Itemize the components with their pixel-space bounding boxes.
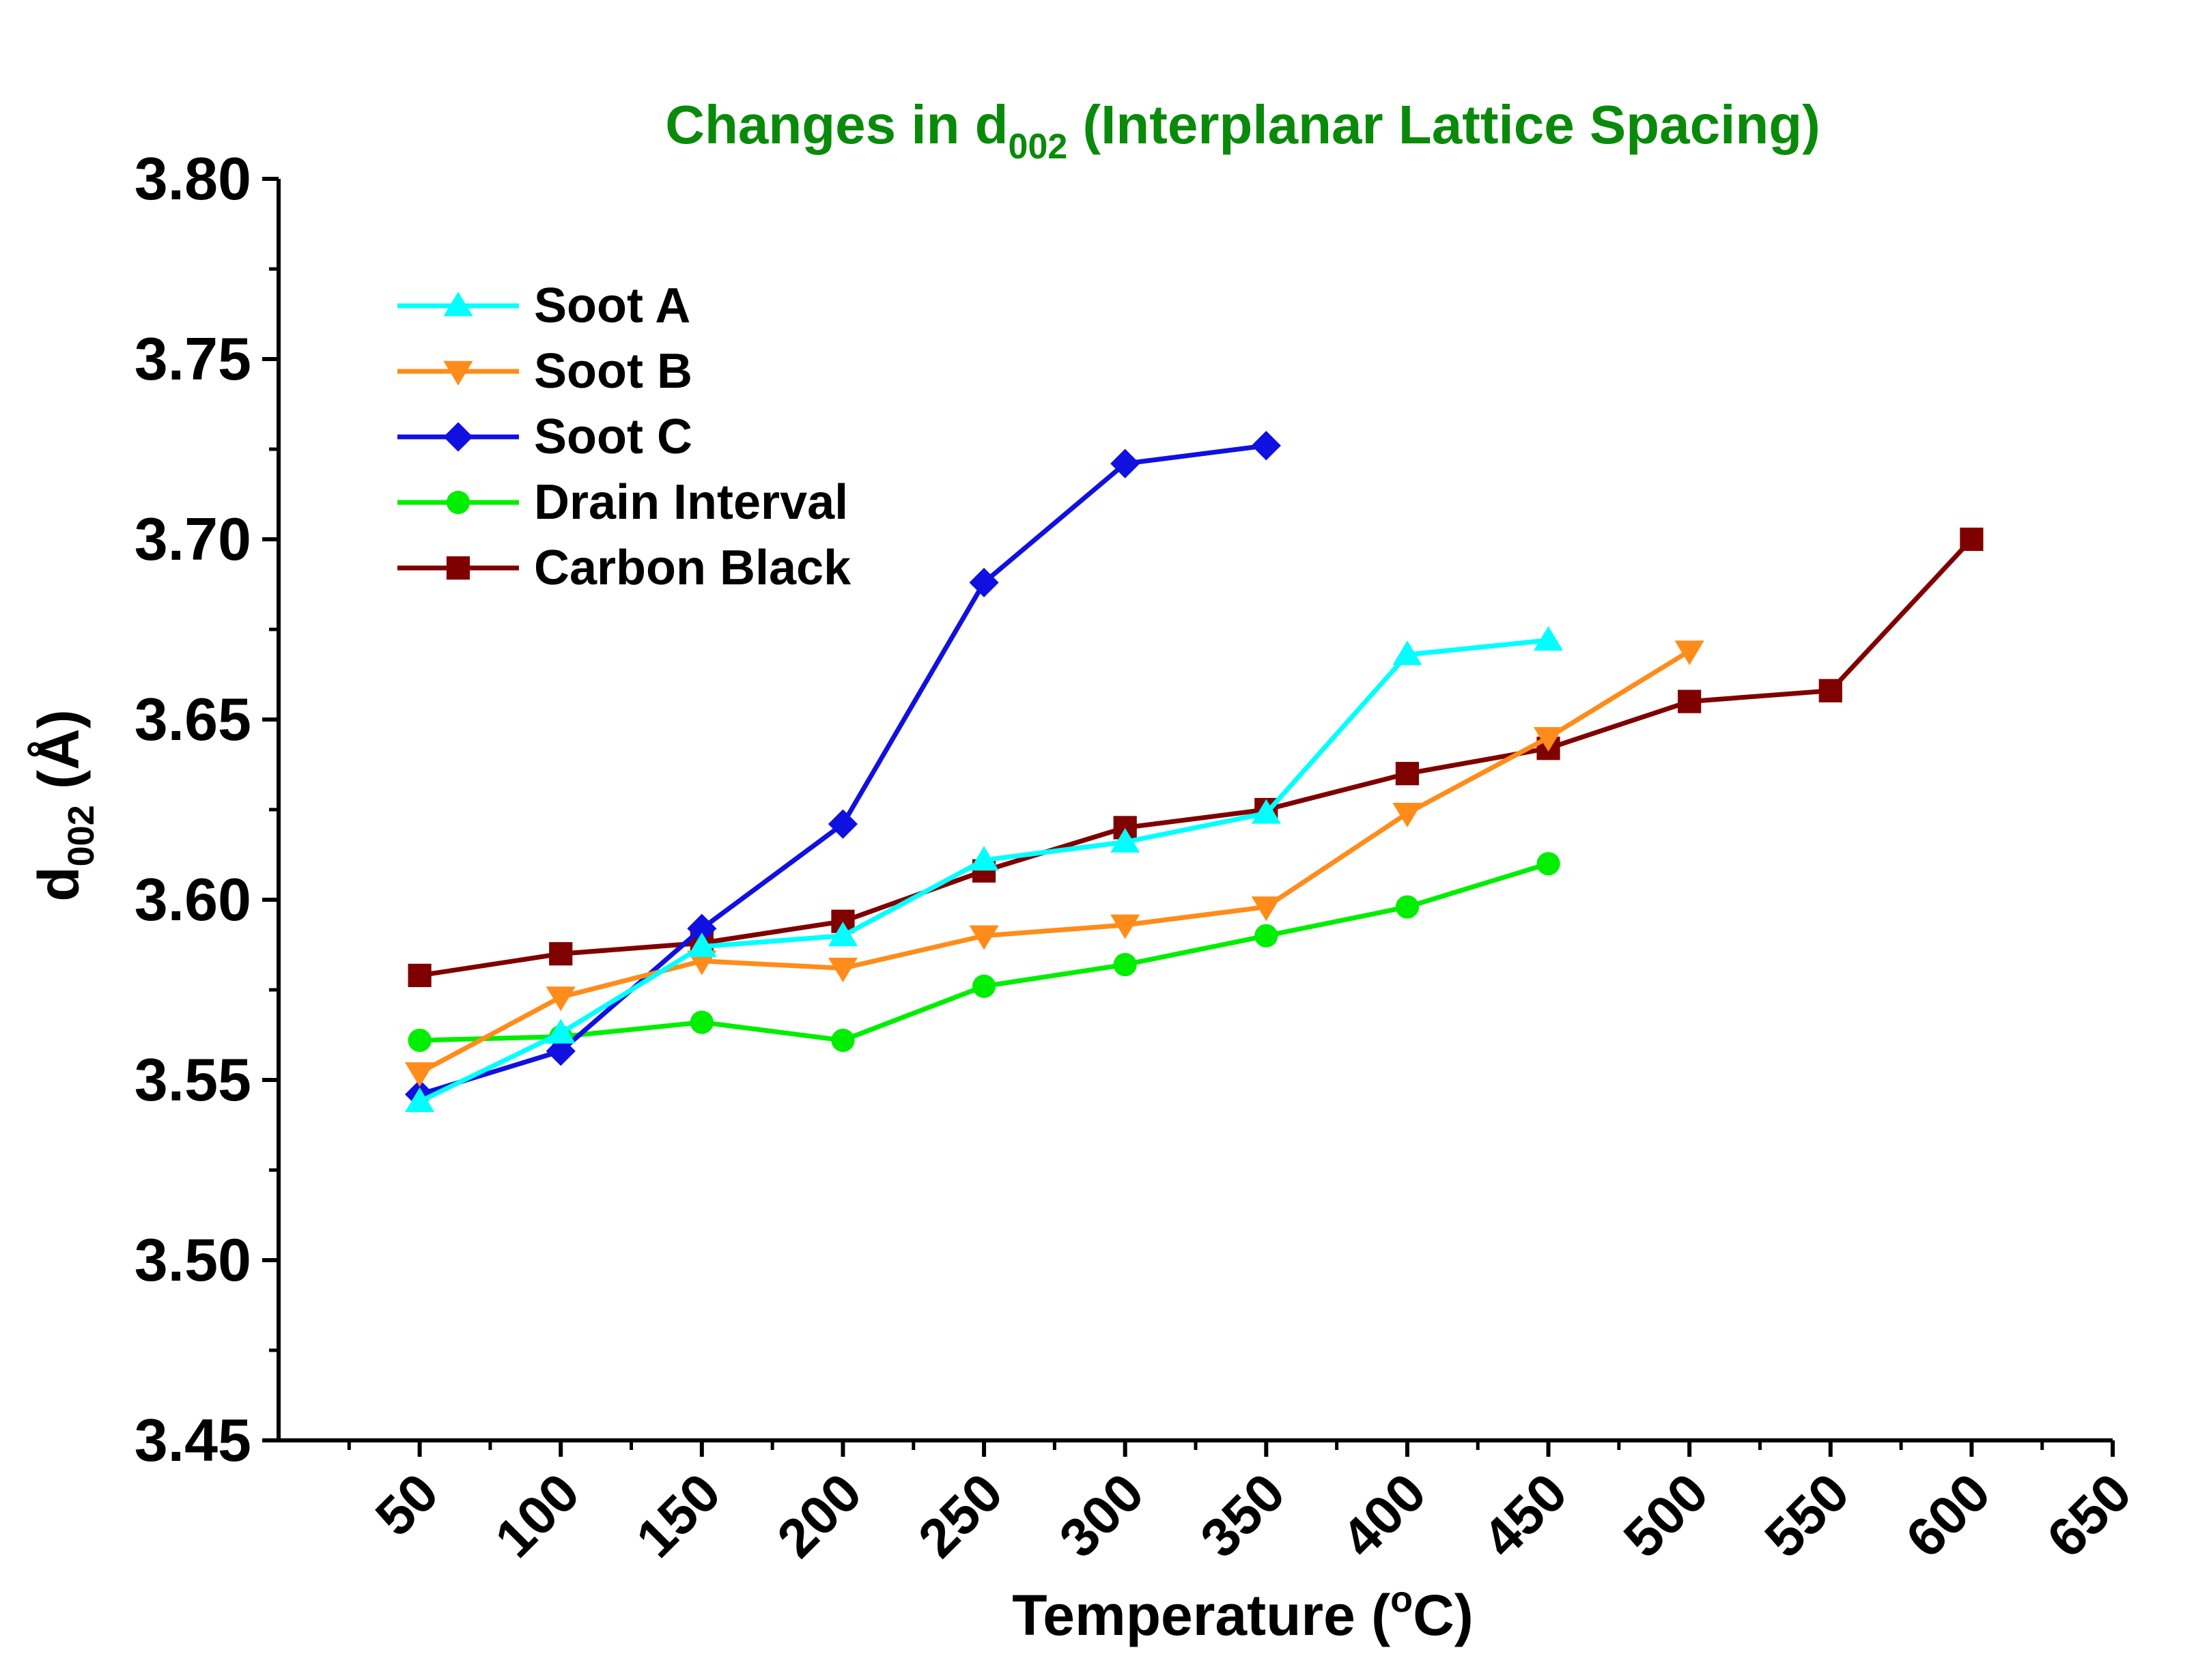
data-point-soot-a (1251, 799, 1281, 824)
x-tick-label: 50 (364, 1462, 450, 1548)
legend-swatch-marker (446, 556, 470, 580)
axes (262, 177, 2115, 1457)
y-tick-label: 3.70 (135, 505, 251, 573)
x-tick-label: 200 (765, 1462, 873, 1569)
legend-item-carbon-black: Carbon Black (397, 541, 851, 595)
data-point-soot-c (1251, 431, 1281, 461)
series-line-carbon-black (419, 537, 1973, 978)
data-point-soot-b (1110, 914, 1140, 939)
data-point-soot-a (687, 932, 717, 957)
data-point-drain-interval (1113, 952, 1137, 977)
series-soot-b (405, 640, 1704, 1087)
legend-label: Soot C (534, 410, 692, 464)
legend-swatch-marker (443, 360, 473, 386)
data-point-soot-c (1110, 449, 1140, 479)
legend-label: Soot A (534, 279, 690, 333)
data-point-soot-c (687, 913, 717, 943)
x-tick-label: 550 (1753, 1462, 1860, 1569)
data-point-carbon-black (1818, 679, 1842, 702)
data-point-soot-b (405, 1062, 435, 1087)
x-axis-title-prefix: Temperature ( (1012, 1583, 1390, 1647)
data-point-soot-b (1674, 640, 1704, 666)
series-soot-c (405, 431, 1281, 1109)
x-tick-labels: 50 100 150 200 250 300 350 400 450 500 550 600 650 (364, 1462, 2143, 1569)
data-point-soot-b (546, 986, 576, 1012)
x-tick-label: 650 (2036, 1462, 2143, 1569)
data-point-soot-a (828, 922, 858, 947)
x-tick-label: 600 (1894, 1462, 2001, 1569)
y-tick-label: 3.45 (135, 1406, 251, 1474)
x-tick-label: 350 (1189, 1462, 1296, 1569)
x-axis-title: Temperature (oC) (1012, 1579, 1474, 1647)
legend-item-soot-a: Soot A (397, 279, 690, 333)
data-point-drain-interval (1395, 895, 1420, 919)
data-point-drain-interval (690, 1010, 714, 1034)
legend-label: Soot B (534, 344, 692, 399)
y-tick-label: 3.80 (135, 145, 251, 212)
x-tick-label: 400 (1330, 1462, 1437, 1569)
x-tick-label: 450 (1471, 1462, 1578, 1569)
series-layer (405, 431, 1984, 1112)
legend-item-soot-c: Soot C (397, 410, 692, 464)
data-point-soot-c (546, 1036, 576, 1066)
data-point-soot-c (828, 809, 858, 839)
legend-label: Carbon Black (534, 541, 851, 595)
x-axis-title-suffix: C) (1413, 1583, 1474, 1647)
data-point-carbon-black (549, 942, 573, 966)
x-tick-label: 100 (483, 1462, 591, 1569)
series-soot-a (405, 626, 1564, 1112)
data-point-soot-b (1251, 896, 1281, 922)
legend: Soot A Soot B Soot C Drain Interval Carbon B… (397, 279, 851, 595)
data-point-drain-interval (1254, 924, 1278, 948)
y-tick-label: 3.50 (135, 1226, 251, 1294)
x-tick-label: 500 (1612, 1462, 1719, 1569)
y-tick-label: 3.75 (135, 325, 251, 393)
data-point-soot-a (1533, 626, 1564, 651)
data-point-carbon-black (408, 963, 432, 987)
y-tick-label: 3.60 (135, 866, 251, 933)
y-tick-label: 3.65 (135, 685, 251, 753)
chart-title: Changes in d002 (Interplanar Lattice Spa… (665, 94, 1820, 167)
data-point-soot-c (969, 567, 999, 597)
x-tick-label: 150 (625, 1462, 732, 1569)
data-point-carbon-black (1678, 689, 1702, 713)
series-line-soot-b (418, 649, 1691, 1075)
legend-item-drain-interval: Drain Interval (397, 475, 848, 530)
x-tick-label: 300 (1047, 1462, 1155, 1569)
chart-title-subscript: 002 (1009, 127, 1068, 167)
data-point-soot-a (405, 1087, 435, 1112)
y-axis-title-subscript: 002 (61, 805, 102, 866)
chart-title-prefix: Changes in d (665, 94, 1008, 155)
data-point-carbon-black (1395, 762, 1420, 786)
legend-label: Drain Interval (534, 475, 848, 530)
data-point-soot-b (1533, 727, 1564, 752)
legend-swatch-marker (443, 291, 473, 317)
legend-swatch-marker (443, 422, 473, 452)
y-axis-title-prefix: d (27, 866, 91, 901)
data-point-soot-b (828, 958, 858, 983)
legend-item-soot-b: Soot B (397, 344, 692, 399)
y-axis-title-suffix: (Å) (27, 709, 91, 805)
y-axis-title: d002 (Å) (27, 709, 102, 901)
data-point-drain-interval (831, 1028, 855, 1053)
data-point-drain-interval (972, 974, 996, 998)
chart-title-suffix: (Interplanar Lattice Spacing) (1067, 94, 1820, 155)
data-point-carbon-black (1960, 527, 1984, 552)
data-point-soot-a (546, 1019, 576, 1044)
series-carbon-black (408, 527, 1984, 987)
data-point-soot-a (1392, 640, 1422, 666)
y-tick-label: 3.55 (135, 1046, 251, 1113)
data-point-soot-a (969, 846, 999, 871)
data-point-drain-interval (1536, 852, 1560, 876)
data-point-soot-b (969, 925, 999, 950)
data-point-soot-a (1110, 827, 1140, 853)
x-tick-label: 250 (907, 1462, 1014, 1569)
y-tick-labels: 3.45 3.50 3.55 3.60 3.65 3.70 3.75 3.80 (135, 145, 251, 1474)
data-point-soot-b (1392, 802, 1422, 827)
data-point-drain-interval (408, 1028, 432, 1053)
legend-swatch-marker (446, 490, 470, 515)
x-axis-title-superscript: o (1390, 1579, 1413, 1620)
